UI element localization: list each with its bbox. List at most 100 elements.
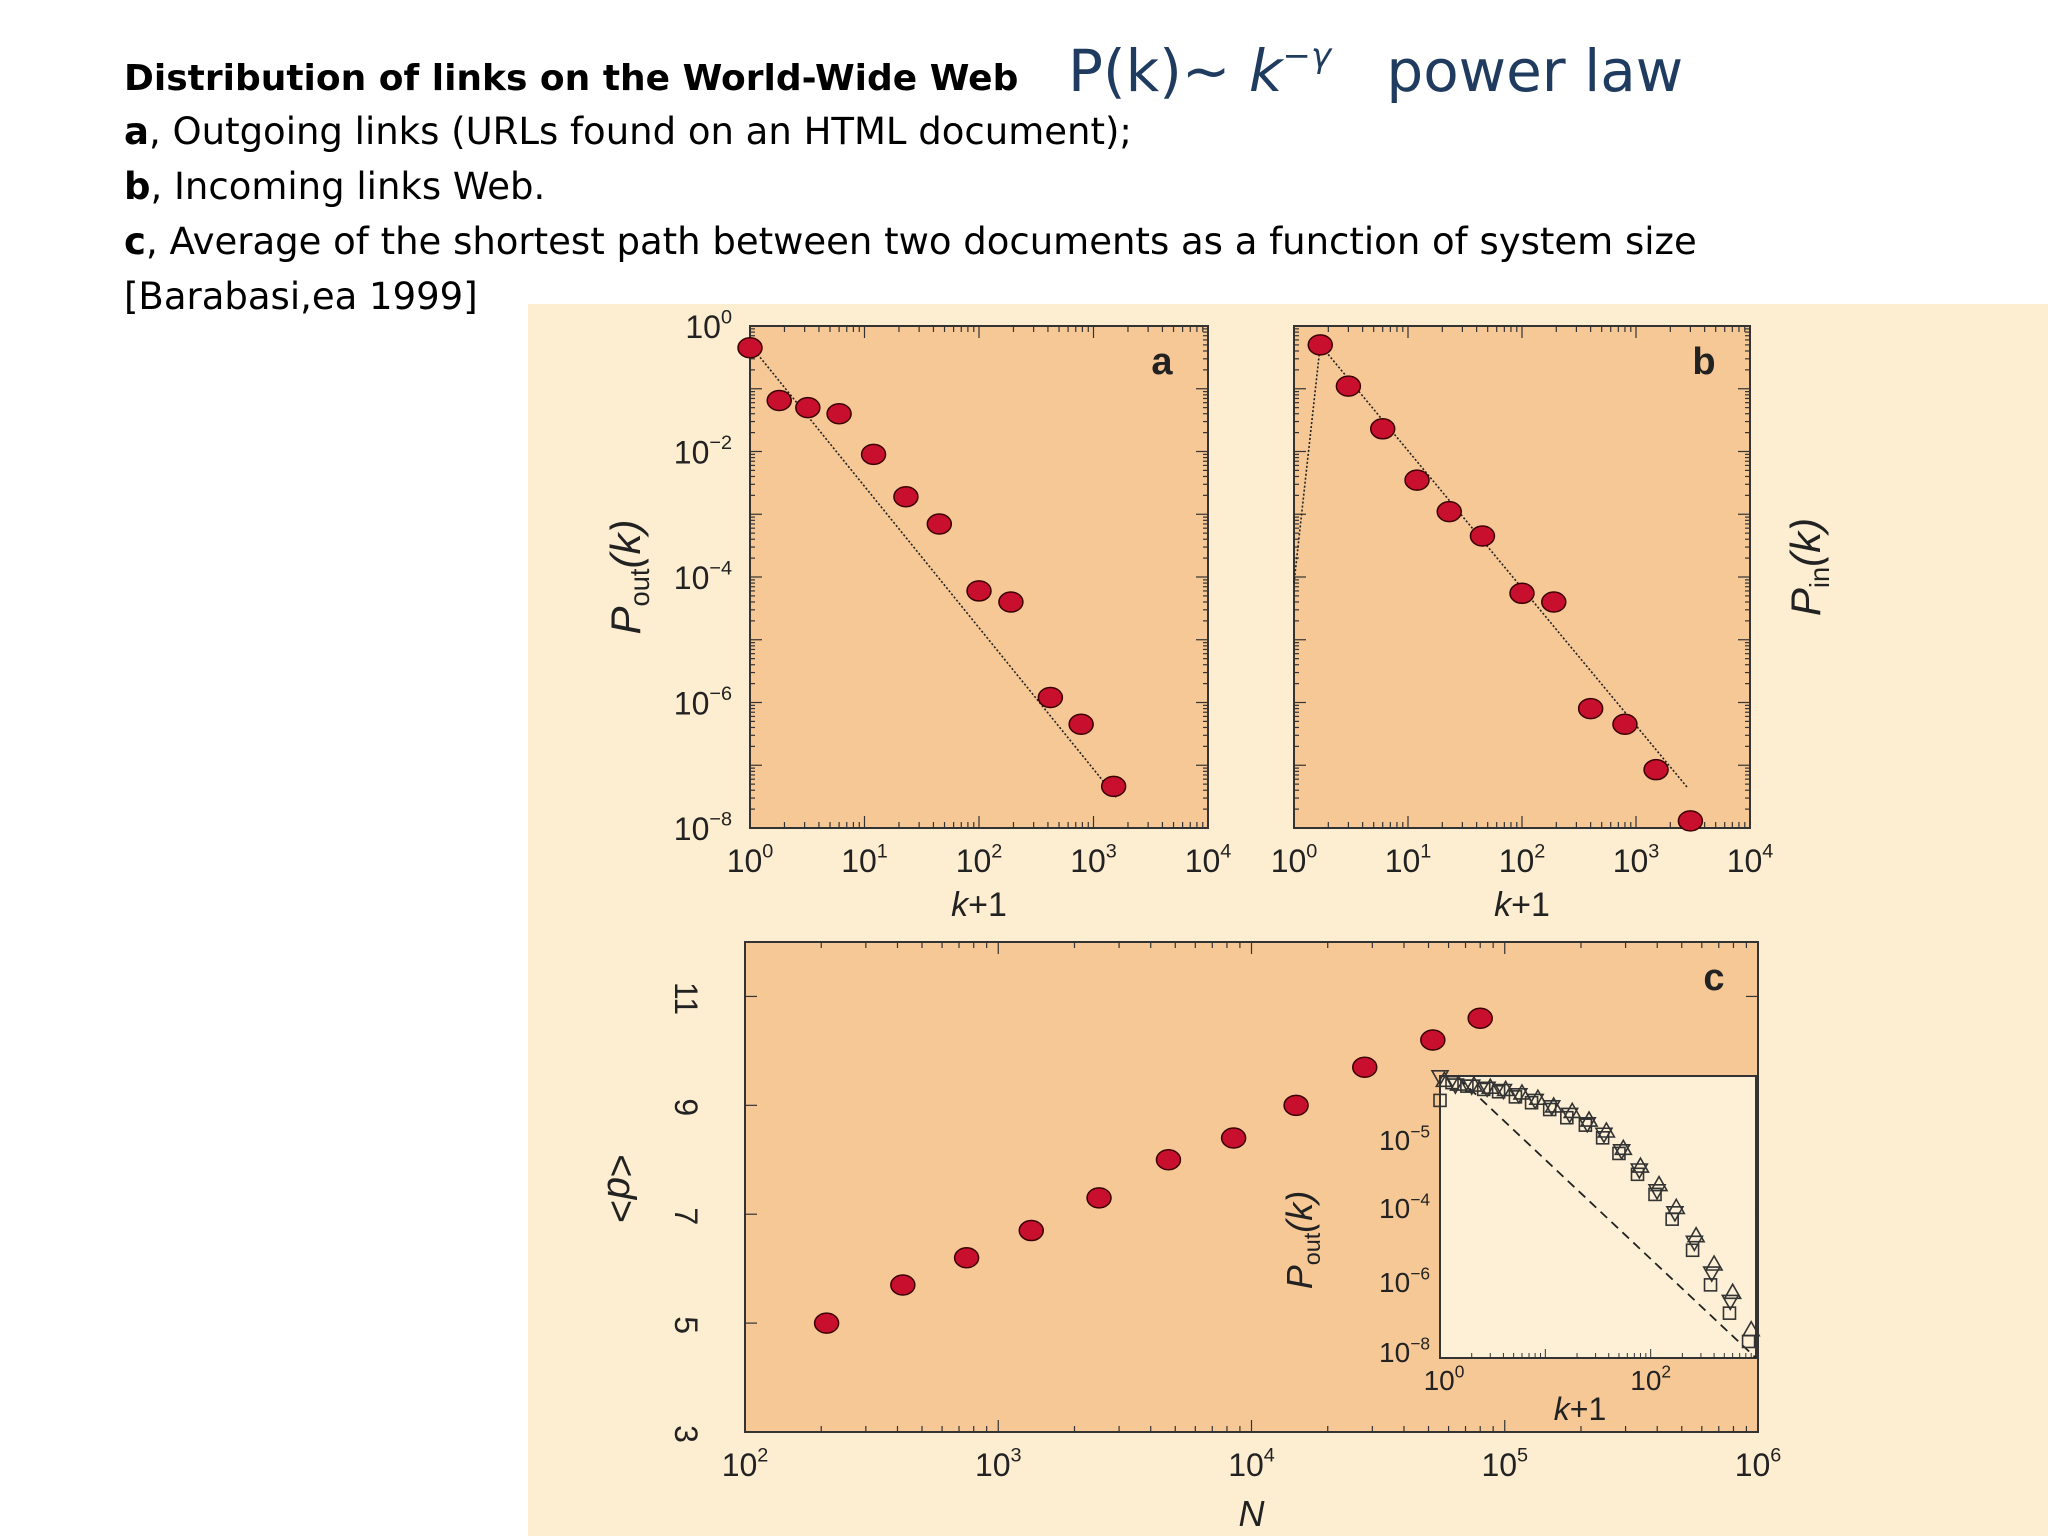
inset-point-triangle-up	[1480, 1077, 1500, 1094]
inset-point-triangle-down	[1509, 1088, 1529, 1105]
inset-point-square	[1491, 1084, 1506, 1099]
inset-xtick-label-exp: 2	[1661, 1361, 1671, 1381]
panel-b-xtick-label-base: 10	[1613, 843, 1649, 879]
inset-point-square	[1648, 1187, 1662, 1202]
citation-text: [Barabasi,ea 1999]	[124, 275, 478, 318]
inset-point-triangle-down	[1612, 1144, 1631, 1161]
panel-a-point	[826, 402, 852, 425]
panel-b-xtick-label-exp: 3	[1648, 841, 1659, 863]
inset-frame	[1439, 1075, 1757, 1359]
panel-c-point	[1086, 1187, 1112, 1209]
inset-point-triangle-up	[1579, 1110, 1599, 1127]
panel-a-ylabel-main: P	[602, 606, 649, 634]
panel-b-point	[1436, 500, 1462, 523]
inset-ylabel-main: P	[1279, 1265, 1320, 1289]
panel-c-point	[1155, 1149, 1182, 1171]
panel-b-xtick-label-exp: 0	[1306, 841, 1317, 863]
panel-a-point	[795, 396, 821, 419]
panel-a-ytick-label: 10−8	[674, 809, 732, 847]
caption-text-c: , Average of the shortest path between t…	[145, 220, 1697, 263]
panel-b-point	[1677, 810, 1704, 832]
panel-c-point	[1283, 1094, 1309, 1117]
panel-c-xtick-label-exp: 4	[1264, 1445, 1275, 1467]
panel-a-point	[998, 591, 1024, 613]
panel-b-xtick-label-base: 10	[1271, 843, 1307, 879]
inset-point-triangle-down	[1577, 1117, 1597, 1134]
inset-point-triangle-up	[1649, 1174, 1669, 1192]
panel-b-point	[1335, 375, 1362, 397]
inset-point-triangle-down	[1446, 1078, 1465, 1095]
panel-b-ticks	[1293, 326, 1750, 829]
inset-ylabel-text: Pout(k)	[1279, 1191, 1325, 1290]
inset-point-triangle-down	[1494, 1083, 1513, 1101]
panel-b-xtick-label: 101	[1385, 841, 1432, 879]
panel-a-ytick-label: 100	[685, 307, 732, 345]
panel-b-letter: b	[1692, 341, 1715, 383]
panel-a-ytick-label-base: 10	[674, 811, 710, 847]
inset-xlabel-rest: +1	[1570, 1391, 1606, 1427]
inset-ytick-label-exp: −4	[1410, 1189, 1430, 1209]
inset-point-triangle-down	[1430, 1070, 1450, 1087]
panel-c-ytick-label: 3	[668, 1425, 704, 1443]
panel-a-ytick-label-base: 10	[685, 309, 721, 345]
panel-c-point	[1018, 1219, 1045, 1242]
inset-point-triangle-down	[1647, 1184, 1667, 1201]
panel-a-xtick-label: 103	[1070, 841, 1117, 879]
panel-a-xlabel-rest: +1	[968, 886, 1007, 924]
inset-point-triangle-up	[1512, 1083, 1532, 1100]
inset-point-triangle-down	[1685, 1235, 1704, 1252]
panel-a-point	[860, 443, 887, 466]
inset-point-triangle-down	[1702, 1266, 1722, 1283]
panel-c-point	[1351, 1056, 1378, 1078]
panel-a-xtick-label: 100	[727, 841, 774, 879]
panel-b-ylabel-arg: (k)	[1782, 518, 1829, 567]
panel-c-letter: c	[1703, 957, 1724, 999]
inset-ytick-label: 10−4	[1379, 1189, 1430, 1224]
inset-point-triangle-up	[1704, 1254, 1724, 1271]
inset-point-triangle-down	[1525, 1093, 1545, 1111]
inset-point-square	[1433, 1093, 1447, 1108]
panel-a-point	[893, 486, 919, 508]
panel-b-ylabel-sub: in	[1804, 567, 1835, 588]
inset-point-triangle-up	[1631, 1156, 1650, 1173]
panel-c-xtick-label-exp: 5	[1517, 1445, 1528, 1467]
inset-point-triangle-down	[1629, 1163, 1649, 1180]
inset-point-triangle-up	[1741, 1320, 1761, 1337]
inset-ytick-label-base: 10	[1379, 1193, 1410, 1224]
caption-label-c: c	[124, 220, 146, 263]
inset-point-triangle-down	[1477, 1081, 1497, 1098]
panel-a-letter: a	[1151, 341, 1173, 383]
panel-a-xlabel-k: k	[951, 886, 970, 924]
inset-point-square	[1685, 1243, 1700, 1258]
inset-ytick-label-exp: −8	[1410, 1333, 1430, 1353]
inset-ylabel-sub: out	[1299, 1232, 1325, 1265]
panel-c-xtick-label-base: 10	[1481, 1447, 1517, 1483]
panel-a-point	[1068, 713, 1094, 736]
panel-b-xlabel-rest: +1	[1511, 886, 1550, 924]
inset-point-triangle-down	[1594, 1127, 1614, 1144]
power-law-k: k	[1248, 37, 1283, 105]
inset-ytick-label: 10−6	[1379, 1263, 1430, 1298]
panel-a-ytick-label-exp: −6	[709, 683, 732, 705]
panel-b-xtick-label-base: 10	[1499, 843, 1535, 879]
inset-xtick-label: 100	[1424, 1361, 1465, 1396]
inset-ytick-label: 10−5	[1379, 1121, 1430, 1156]
panel-c-ytick-label: 5	[668, 1316, 704, 1334]
inset-point-triangle-down	[1665, 1206, 1685, 1223]
panel-a-ylabel-arg: (k)	[602, 520, 649, 569]
caption-line-b: b, Incoming links Web.	[124, 165, 545, 208]
panel-c-ylabel: <d>	[599, 1154, 643, 1223]
caption-text-a: , Outgoing links (URLs found on an HTML …	[148, 110, 1132, 153]
inset-ytick-label-exp: −5	[1410, 1121, 1430, 1141]
panel-c-xtick-label-base: 10	[1228, 1447, 1264, 1483]
panel-a-point	[1100, 775, 1127, 798]
panel-b-point	[1643, 758, 1669, 781]
power-law-formula: P(k)~ k−γ power law	[1068, 36, 1683, 105]
panel-a-ylabel-sub: out	[624, 568, 655, 606]
panel-c-xtick-label: 105	[1481, 1445, 1528, 1483]
panel-c-xtick-label-base: 10	[1735, 1447, 1771, 1483]
panel-c-xtick-label: 106	[1735, 1445, 1782, 1483]
panel-b-ylabel-main: P	[1782, 588, 1829, 616]
panel-b-point	[1541, 591, 1567, 613]
inset-point-triangle-down	[1542, 1100, 1562, 1117]
